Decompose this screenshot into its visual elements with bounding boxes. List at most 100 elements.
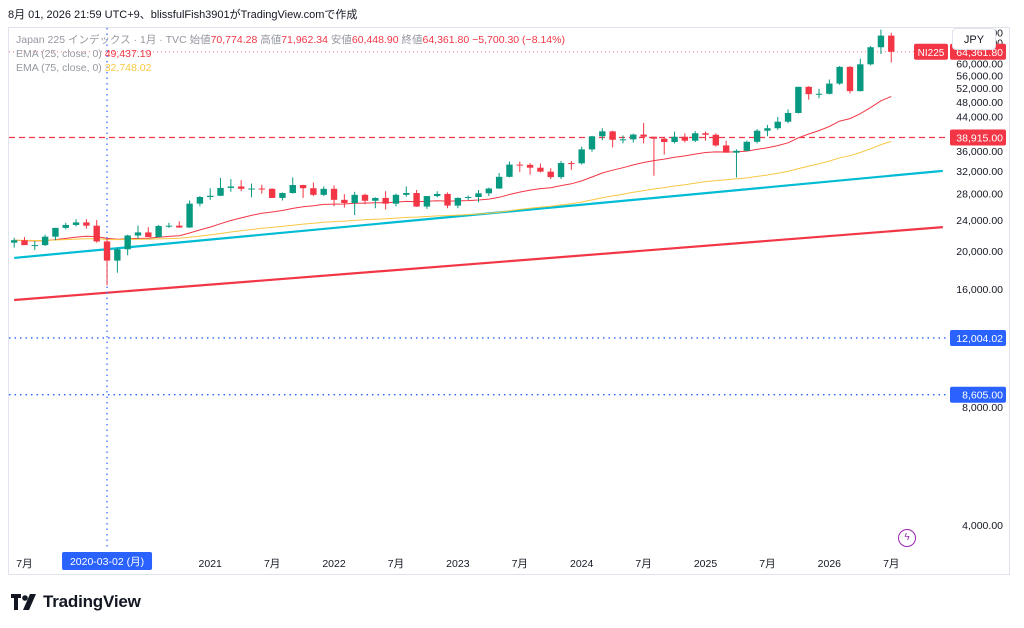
candle-body[interactable] <box>372 197 379 201</box>
symbol-tag-bg <box>914 43 948 60</box>
candle-body[interactable] <box>475 193 482 198</box>
candle-body[interactable] <box>268 188 276 198</box>
candle-body[interactable] <box>722 145 730 153</box>
candle-body[interactable] <box>516 164 523 166</box>
candle-body[interactable] <box>423 196 431 207</box>
candle-body[interactable] <box>464 197 472 199</box>
chart-frame[interactable] <box>8 27 1010 575</box>
candle-body[interactable] <box>640 134 647 137</box>
candle-body[interactable] <box>351 194 358 204</box>
candle-body[interactable] <box>165 225 173 227</box>
candle-body[interactable] <box>62 224 69 228</box>
candle-body[interactable] <box>619 139 627 141</box>
candle-body[interactable] <box>413 193 420 207</box>
candle-body[interactable] <box>568 163 575 165</box>
candle-body[interactable] <box>299 185 307 189</box>
x-tick-label: 2022 <box>322 558 346 570</box>
candle-body[interactable] <box>826 83 833 94</box>
candle-body[interactable] <box>83 222 90 226</box>
candle-body[interactable] <box>186 203 193 228</box>
candle-body[interactable] <box>815 93 823 95</box>
candle-body[interactable] <box>661 138 668 143</box>
candle-body[interactable] <box>310 188 317 195</box>
candle-body[interactable] <box>72 222 80 225</box>
candle-body[interactable] <box>588 136 596 150</box>
candle-body[interactable] <box>392 194 400 204</box>
candle-body[interactable] <box>495 176 503 189</box>
candle-body[interactable] <box>691 133 699 141</box>
candle-body[interactable] <box>10 240 18 243</box>
candle-body[interactable] <box>196 197 204 204</box>
candle-body[interactable] <box>877 35 885 48</box>
candle-body[interactable] <box>836 66 843 84</box>
candle-body[interactable] <box>124 235 131 250</box>
candle-body[interactable] <box>217 187 224 196</box>
candle-body[interactable] <box>114 249 121 261</box>
candle-body[interactable] <box>846 66 854 92</box>
candle-body[interactable] <box>578 149 585 164</box>
candle-body[interactable] <box>434 193 441 197</box>
candle-body[interactable] <box>753 130 761 142</box>
candle-body[interactable] <box>743 141 750 151</box>
lower-trend-line[interactable] <box>14 226 943 302</box>
crosshair-date-bg <box>62 552 153 570</box>
candle-body[interactable] <box>867 47 874 65</box>
x-tick-label: 7月 <box>388 558 404 570</box>
candle-body[interactable] <box>382 197 389 204</box>
candle-body[interactable] <box>774 121 781 129</box>
candle-body[interactable] <box>320 188 327 195</box>
pulse-icon[interactable]: ϟ <box>898 529 916 547</box>
candle-body[interactable] <box>176 225 183 228</box>
crosshair-date-label: 2020-03-02 (月) <box>70 556 144 568</box>
candle-body[interactable] <box>857 64 864 92</box>
candle-body[interactable] <box>41 236 49 246</box>
candle-body[interactable] <box>279 193 286 198</box>
currency-button[interactable]: JPY <box>952 28 996 50</box>
candle-body[interactable] <box>506 164 513 177</box>
ema75-line[interactable] <box>14 140 892 242</box>
candle-body[interactable] <box>21 240 28 246</box>
candle-body[interactable] <box>485 188 493 194</box>
candle-body[interactable] <box>557 163 565 178</box>
candle-body[interactable] <box>712 134 720 146</box>
legend-ema25-value: 49,437.19 <box>104 48 152 60</box>
candle-body[interactable] <box>444 193 451 206</box>
candle-body[interactable] <box>650 136 658 139</box>
candle-body[interactable] <box>361 194 369 201</box>
candle-body[interactable] <box>248 188 255 190</box>
candle-body[interactable] <box>630 134 637 140</box>
candle-body[interactable] <box>671 136 678 143</box>
candle-body[interactable] <box>52 227 59 237</box>
candle-body[interactable] <box>784 112 792 122</box>
candle-body[interactable] <box>599 131 606 137</box>
candle-body[interactable] <box>93 225 100 242</box>
candle-body[interactable] <box>526 164 534 168</box>
candle-body[interactable] <box>103 241 111 261</box>
candle-body[interactable] <box>888 35 895 52</box>
candle-body[interactable] <box>134 232 142 236</box>
candle-body[interactable] <box>207 195 214 198</box>
candle-body[interactable] <box>547 171 554 178</box>
candle-body[interactable] <box>155 226 162 238</box>
candle-body[interactable] <box>403 193 410 195</box>
candle-body[interactable] <box>330 188 338 200</box>
candle-body[interactable] <box>681 136 689 141</box>
candle-body[interactable] <box>145 232 152 238</box>
candle-body[interactable] <box>454 197 462 206</box>
candle-body[interactable] <box>537 167 544 172</box>
candle-body[interactable] <box>227 186 235 188</box>
candle-body[interactable] <box>31 245 38 247</box>
y-tick-label: 16,000.00 <box>956 284 1003 296</box>
candle-body[interactable] <box>795 86 802 113</box>
candle-body[interactable] <box>702 133 709 135</box>
candle-body[interactable] <box>258 188 266 190</box>
candle-body[interactable] <box>237 186 245 189</box>
candle-body[interactable] <box>764 128 771 131</box>
candle-body[interactable] <box>341 199 348 204</box>
ema25-line[interactable] <box>14 96 892 242</box>
candle-body[interactable] <box>609 131 616 140</box>
candle-body[interactable] <box>289 185 296 194</box>
candle-body[interactable] <box>733 150 740 153</box>
candle-body[interactable] <box>805 86 812 95</box>
